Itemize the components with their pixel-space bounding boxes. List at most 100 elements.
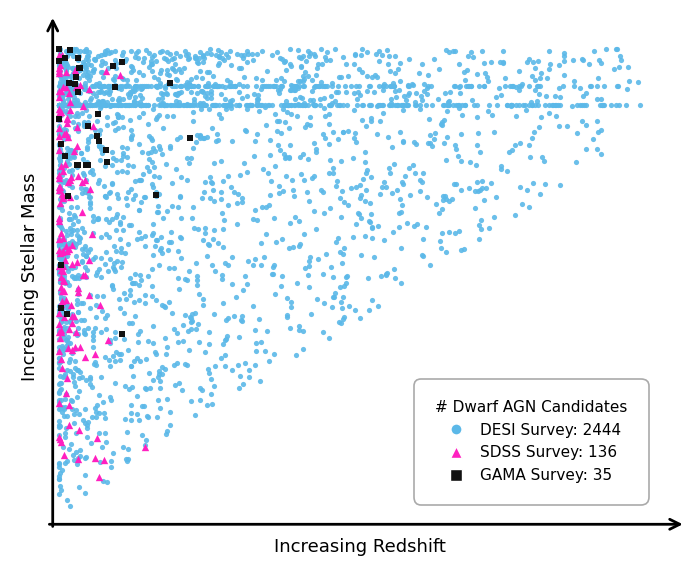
Point — [472, 140, 483, 149]
Point — [554, 100, 566, 109]
Point — [61, 60, 72, 69]
Point — [324, 100, 335, 109]
Point — [568, 81, 580, 91]
Point — [146, 282, 158, 291]
Point — [376, 272, 387, 281]
Point — [130, 269, 141, 279]
Point — [155, 100, 167, 109]
Point — [324, 155, 335, 164]
Point — [53, 363, 64, 372]
Point — [620, 100, 631, 109]
Point — [53, 267, 64, 276]
Point — [134, 270, 146, 279]
Point — [93, 96, 104, 106]
Point — [132, 353, 143, 362]
Point — [202, 93, 213, 102]
Point — [197, 87, 209, 96]
Point — [104, 81, 116, 91]
Point — [56, 100, 67, 109]
Point — [63, 324, 74, 334]
Point — [290, 350, 301, 359]
Point — [78, 82, 90, 91]
Point — [190, 52, 201, 61]
Point — [209, 100, 220, 109]
Point — [561, 122, 573, 131]
Point — [104, 90, 115, 99]
Point — [130, 75, 141, 84]
Point — [54, 379, 65, 388]
Point — [360, 196, 371, 205]
Point — [229, 81, 240, 91]
Point — [361, 47, 372, 56]
Point — [326, 100, 337, 109]
Point — [152, 235, 163, 244]
Point — [55, 325, 66, 334]
Point — [164, 78, 176, 88]
Point — [148, 100, 160, 109]
Point — [62, 264, 74, 273]
Point — [55, 295, 66, 304]
Point — [92, 433, 103, 443]
Point — [73, 287, 84, 297]
Point — [57, 313, 69, 322]
Point — [122, 445, 134, 454]
Point — [454, 59, 465, 69]
Point — [390, 274, 401, 283]
Point — [106, 456, 117, 465]
Point — [397, 100, 408, 109]
Point — [170, 48, 181, 58]
Point — [59, 253, 70, 262]
Point — [237, 193, 248, 203]
Point — [110, 226, 121, 235]
Point — [73, 271, 84, 280]
Point — [70, 82, 81, 91]
Point — [402, 91, 414, 100]
Point — [61, 64, 72, 73]
Point — [166, 237, 177, 246]
Point — [280, 171, 291, 181]
Point — [62, 62, 74, 71]
Point — [320, 55, 331, 65]
Point — [53, 105, 64, 114]
Point — [64, 317, 76, 326]
Point — [216, 271, 228, 280]
Point — [266, 51, 277, 60]
Point — [150, 81, 162, 91]
Point — [155, 66, 167, 75]
Point — [415, 91, 426, 100]
Point — [538, 156, 550, 166]
Point — [81, 64, 92, 73]
Point — [114, 96, 125, 106]
Point — [55, 58, 66, 67]
Point — [60, 317, 71, 327]
Point — [54, 346, 65, 355]
Point — [336, 187, 347, 196]
Point — [100, 214, 111, 223]
Point — [77, 101, 88, 110]
Point — [125, 116, 136, 125]
Point — [53, 354, 64, 363]
Point — [478, 58, 489, 68]
Point — [474, 81, 485, 91]
Point — [94, 81, 105, 91]
Point — [78, 170, 90, 179]
Point — [129, 96, 140, 106]
Point — [284, 123, 295, 133]
Point — [147, 179, 158, 188]
Point — [61, 309, 72, 318]
Point — [241, 57, 252, 66]
Point — [339, 197, 350, 206]
Point — [74, 234, 85, 243]
Point — [276, 235, 288, 244]
Point — [107, 62, 118, 71]
Point — [60, 128, 71, 137]
Point — [54, 140, 65, 149]
Point — [147, 228, 158, 238]
Point — [96, 148, 107, 158]
Point — [54, 278, 65, 287]
Point — [72, 203, 83, 212]
Point — [59, 302, 70, 311]
Point — [251, 95, 262, 104]
Point — [71, 257, 83, 267]
Point — [61, 100, 72, 109]
